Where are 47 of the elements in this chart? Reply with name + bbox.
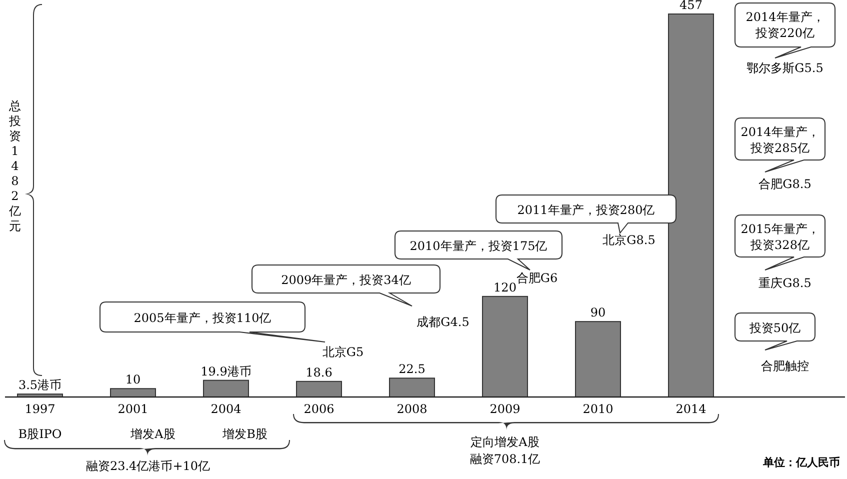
x-tick-label: 2006	[304, 402, 334, 416]
data-label: 18.6	[306, 365, 332, 380]
annotation: 成都G4.5	[416, 315, 470, 329]
x-tick-label: 2004	[210, 402, 242, 416]
text: 重庆G8.5	[758, 276, 812, 290]
x-tick-label: 2001	[118, 402, 148, 416]
bar	[482, 296, 528, 398]
annotation: 2010年量产，投资175亿	[410, 239, 548, 253]
bar	[296, 380, 342, 398]
text: 投资50亿	[748, 321, 801, 335]
data-label: 457	[680, 0, 702, 12]
data-label: 22.5	[398, 362, 426, 376]
data-label: 120	[494, 280, 516, 294]
x-tick-label: 1997	[24, 402, 56, 416]
x-tick-label: 2010	[582, 402, 614, 416]
annotation: 北京G8.5	[602, 233, 656, 247]
x-tick-label: 2008	[396, 402, 428, 416]
bar	[668, 14, 714, 398]
text: 2015年量产，投资328亿	[740, 222, 820, 252]
annotation: 2011年量产，投资280亿	[517, 203, 655, 217]
annotation: 北京G5	[322, 345, 364, 359]
bar	[110, 388, 156, 398]
text: 增发A股	[130, 427, 176, 441]
bar	[575, 321, 621, 398]
text: 单位：亿人民币	[762, 456, 840, 469]
text: 合肥G8.5	[758, 177, 812, 191]
data-label: 10	[125, 372, 141, 387]
x-tick-label: 2014	[676, 402, 707, 416]
text: 2014年量产，投资285亿	[740, 125, 820, 155]
data-label: 90	[590, 306, 606, 320]
annotation: 合肥G6	[516, 271, 558, 285]
text: 增发B股	[222, 427, 268, 441]
text: 定向增发A股	[470, 435, 540, 449]
text: 融资23.4亿港币+10亿	[86, 459, 210, 473]
annotation: 2005年量产，投资110亿	[134, 311, 272, 325]
data-label: 3.5港币	[18, 378, 62, 392]
bar	[203, 380, 249, 398]
bar	[389, 378, 435, 398]
text: 合肥触控	[761, 359, 809, 373]
text: 鄂尔多斯G5.5	[746, 61, 824, 75]
x-tick-label: 2009	[490, 402, 520, 416]
text: B股IPO	[18, 427, 62, 441]
text: 总投资1482亿元	[9, 99, 21, 233]
text: 融资708.1亿	[470, 452, 540, 466]
text: 2014年量产，投资220亿	[746, 10, 824, 40]
data-label: 19.9港币	[200, 364, 252, 378]
annotation: 2009年量产，投资34亿	[281, 273, 411, 287]
